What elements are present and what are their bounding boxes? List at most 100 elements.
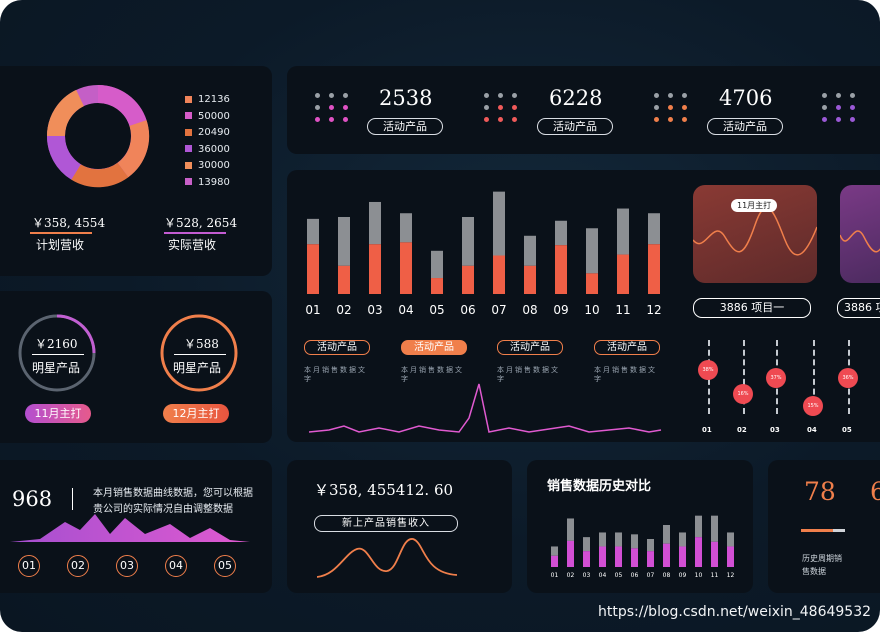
period-bar-gray bbox=[833, 529, 845, 532]
slider-handle[interactable]: 36% bbox=[838, 368, 858, 388]
revenue-value: ￥358, 455412. 60 bbox=[314, 481, 454, 499]
actual-revenue-value: ￥528, 2654 bbox=[164, 216, 238, 230]
legend-value: 30000 bbox=[198, 160, 230, 171]
donut-chart bbox=[46, 84, 150, 188]
activity-tag[interactable]: 活动产品 bbox=[497, 340, 563, 355]
x-tick-label: 03 bbox=[367, 303, 382, 317]
star-badge-1[interactable]: 11月主打 bbox=[25, 404, 91, 423]
star-divider-2 bbox=[174, 354, 226, 355]
bar-part bbox=[400, 242, 412, 294]
history-tick-label: 07 bbox=[647, 572, 655, 579]
bar-total bbox=[493, 191, 505, 256]
legend-item: 12136 bbox=[185, 94, 230, 105]
dot bbox=[668, 93, 673, 98]
bar-part bbox=[338, 265, 350, 294]
dot bbox=[668, 105, 673, 110]
dot bbox=[484, 105, 489, 110]
star-label-1: 明星产品 bbox=[32, 361, 81, 375]
legend-value: 36000 bbox=[198, 143, 230, 155]
history-tick-label: 04 bbox=[599, 572, 607, 579]
dot bbox=[836, 93, 841, 98]
main-chart-panel: 01 02 03 04 05 06 07 08 09 10 11 12 活动产品 本月销售数据文字 活动产… bbox=[287, 170, 880, 442]
curve-step-circle[interactable]: 02 bbox=[67, 555, 89, 577]
dot bbox=[315, 105, 320, 110]
project-label-2[interactable]: 3886 项目二 bbox=[837, 298, 880, 318]
revenue-label[interactable]: 新上产品销售收入 bbox=[314, 515, 458, 532]
dot-grid-icon bbox=[654, 93, 694, 133]
slider-handle[interactable]: 38% bbox=[698, 360, 718, 380]
curve-value: 968 bbox=[12, 487, 53, 511]
dot bbox=[822, 105, 827, 110]
history-tick-label: 12 bbox=[727, 572, 735, 579]
history-bar-total bbox=[695, 515, 702, 538]
bar-part bbox=[617, 254, 629, 294]
curve-step-circle[interactable]: 01 bbox=[18, 555, 40, 577]
dot bbox=[484, 117, 489, 122]
slider-label: 01 bbox=[702, 426, 712, 434]
period-panel: 78 6 历史周期销售数据 bbox=[768, 460, 880, 593]
dot bbox=[329, 93, 334, 98]
history-bar-total bbox=[679, 532, 686, 547]
slider-track bbox=[743, 340, 745, 414]
dot bbox=[512, 117, 517, 122]
history-bar-total bbox=[631, 534, 638, 549]
activity-tag[interactable]: 活动产品 bbox=[594, 340, 660, 355]
history-tick-label: 06 bbox=[631, 572, 639, 579]
slider-label: 02 bbox=[737, 426, 747, 434]
curve-divider bbox=[72, 488, 73, 510]
bar-total bbox=[369, 201, 381, 245]
dot bbox=[498, 93, 503, 98]
history-bar-total bbox=[727, 532, 734, 547]
legend-swatch bbox=[185, 161, 192, 169]
dot bbox=[850, 117, 855, 122]
x-tick-label: 10 bbox=[584, 303, 599, 317]
stat-value-2: 6228 bbox=[549, 86, 603, 110]
history-bar-total bbox=[615, 532, 622, 547]
slider-track bbox=[813, 340, 815, 414]
slider-handle[interactable]: 16% bbox=[733, 384, 753, 404]
legend-swatch bbox=[185, 178, 192, 185]
x-tick-label: 04 bbox=[398, 303, 413, 317]
activity-tag[interactable]: 活动产品 bbox=[304, 340, 370, 355]
x-tick-label: 12 bbox=[646, 303, 661, 317]
bar-total bbox=[431, 250, 443, 279]
tag-caption: 本月销售数据文字 bbox=[594, 366, 657, 383]
dot bbox=[682, 105, 687, 110]
x-tick-label: 05 bbox=[429, 303, 444, 317]
dot bbox=[498, 117, 503, 122]
history-bar-total bbox=[599, 532, 606, 547]
history-bar-part bbox=[599, 546, 606, 567]
curve-step-circle[interactable]: 03 bbox=[116, 555, 138, 577]
project-label-1[interactable]: 3886 项目一 bbox=[693, 298, 811, 318]
dot bbox=[512, 93, 517, 98]
trend-card-2 bbox=[840, 185, 880, 283]
stat-value-3: 4706 bbox=[719, 86, 773, 110]
revenue-curve bbox=[317, 538, 457, 578]
history-tick-label: 11 bbox=[711, 572, 719, 579]
history-bar-total bbox=[663, 525, 670, 544]
curve-description: 本月销售数据曲线数据，您可以根据贵公司的实际情况自由调整数据 bbox=[93, 488, 253, 515]
dot bbox=[682, 117, 687, 122]
tag-caption: 本月销售数据文字 bbox=[401, 366, 464, 383]
slider-label: 04 bbox=[807, 426, 817, 434]
slider-handle[interactable]: 37% bbox=[766, 368, 786, 388]
history-tick-label: 05 bbox=[615, 572, 623, 579]
period-description: 历史周期销售数据 bbox=[802, 554, 842, 576]
history-bar-total bbox=[647, 539, 654, 552]
curve-step-circle[interactable]: 04 bbox=[165, 555, 187, 577]
star-value-2: ￥588 bbox=[184, 337, 219, 351]
star-ring-2 bbox=[160, 314, 238, 392]
dot-grid-icon bbox=[315, 93, 355, 133]
dot bbox=[315, 93, 320, 98]
star-badge-2[interactable]: 12月主打 bbox=[163, 404, 229, 423]
dot bbox=[850, 105, 855, 110]
dot bbox=[512, 105, 517, 110]
history-tick-label: 08 bbox=[663, 572, 671, 579]
history-chart: 01 02 03 04 05 06 07 08 09 10 11 12 bbox=[551, 515, 735, 579]
curve-step-circle[interactable]: 05 bbox=[214, 555, 236, 577]
legend-item: 13980 bbox=[185, 177, 230, 188]
stat-label-1: 活动产品 bbox=[367, 118, 443, 135]
activity-tag[interactable]: 活动产品 bbox=[401, 340, 467, 355]
slider-handle[interactable]: 15% bbox=[803, 396, 823, 416]
